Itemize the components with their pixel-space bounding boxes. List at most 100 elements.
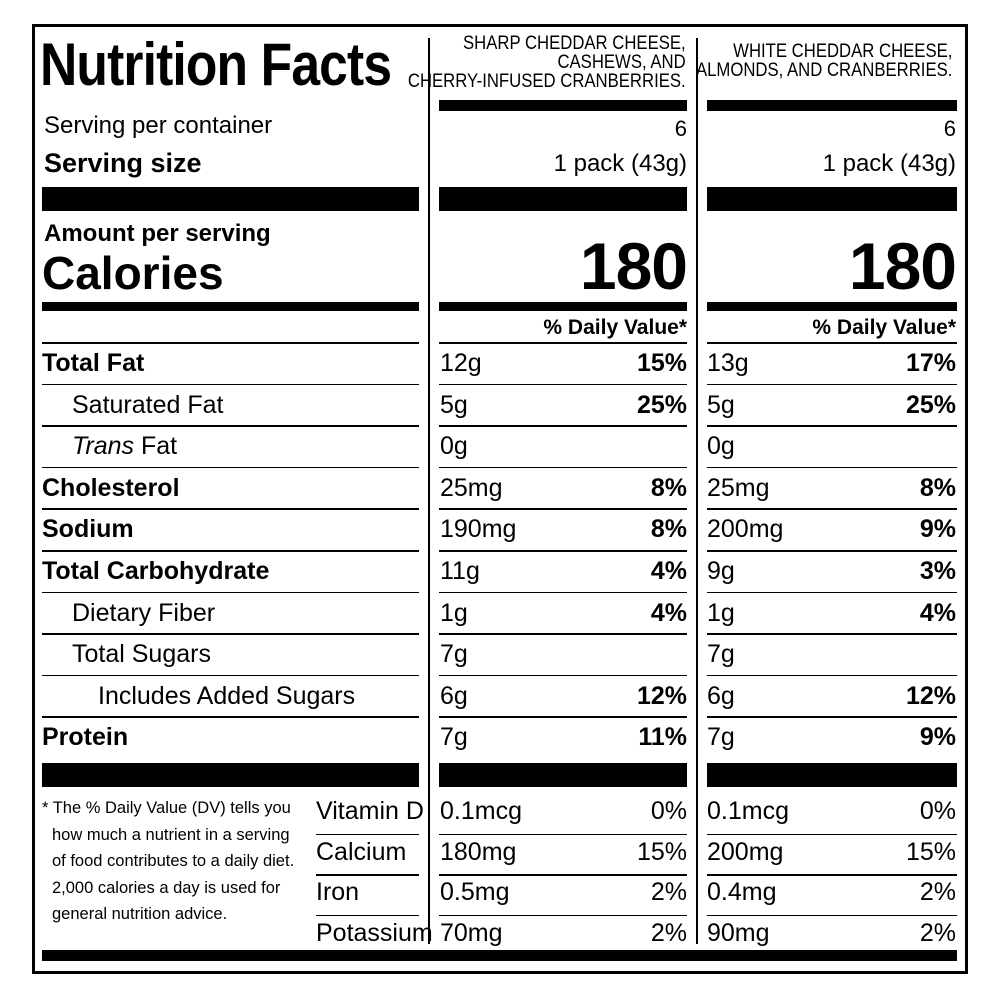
vitamin-label: Iron	[316, 878, 360, 906]
product-2-nutrient-dv: 3%	[919, 557, 956, 585]
nutrient-label: Cholesterol	[42, 473, 180, 502]
row-divider	[707, 383, 957, 386]
product-2-calories: 180	[848, 229, 957, 303]
product-2-name-bar	[707, 100, 957, 111]
product-1-nutrient-dv: 8%	[650, 473, 687, 502]
product-1-name-bar	[439, 100, 687, 111]
label-title: Nutrition Facts	[40, 31, 392, 98]
vitamin-row-divider	[439, 914, 687, 916]
row-divider	[42, 508, 419, 510]
product-1-nutrient-amount: 11g	[440, 557, 480, 585]
column-divider-1	[428, 38, 430, 944]
row-divider	[439, 633, 687, 635]
servings-per-container-label: Serving per container	[44, 112, 273, 139]
product-1-calories: 180	[579, 229, 688, 303]
product-1-nutrient-dv: 4%	[650, 598, 687, 627]
product-1-nutrient-amount: 1g	[440, 598, 468, 627]
calories-bar-product-2	[707, 302, 957, 311]
product-2-nutrient-amount: 25mg	[707, 473, 770, 502]
product-2-nutrient-dv: 9%	[919, 515, 956, 544]
product-2-vitamin-amount: 200mg	[707, 837, 784, 866]
product-1-nutrient-amount: 12g	[440, 349, 482, 377]
row-divider	[707, 550, 957, 552]
bottom-bar	[42, 950, 957, 961]
footnote-line: * The % Daily Value (DV) tells you	[42, 799, 291, 817]
nutrient-label-italic: Trans	[72, 432, 135, 461]
row-divider	[707, 633, 957, 635]
product-2-vitamin-dv: 2%	[919, 878, 956, 906]
amount-per-serving-label: Amount per serving	[44, 220, 271, 247]
product-2-nutrient-amount: 13g	[707, 349, 749, 377]
calories-label: Calories	[42, 247, 224, 299]
row-divider	[707, 716, 957, 718]
product-2-vitamin-dv: 2%	[919, 918, 956, 947]
product-2-nutrient-dv: 25%	[905, 390, 956, 419]
product-2-nutrient-dv: 9%	[919, 723, 956, 752]
product-2-serving-size: 1 pack (43g)	[822, 150, 956, 177]
product-1-vitamin-dv: 2%	[650, 918, 687, 947]
row-divider	[42, 633, 419, 635]
product-1-nutrient-amount: 7g	[440, 723, 468, 752]
nutrient-label: Total Carbohydrate	[42, 557, 270, 585]
product-1-nutrient-dv: 11%	[638, 723, 687, 752]
product-1-name-line: CASHEWS, AND	[557, 52, 686, 73]
row-divider	[42, 425, 419, 427]
nutrient-label-suffix: Fat	[134, 432, 178, 461]
product-1-vitamin-dv: 2%	[650, 878, 687, 906]
product-2-servings: 6	[943, 116, 956, 141]
product-1-vitamin-amount: 0.1mcg	[440, 797, 522, 825]
product-2-nutrient-dv: 8%	[919, 473, 956, 502]
row-divider	[707, 425, 957, 427]
row-divider	[439, 716, 687, 718]
product-1-nutrient-amount: 7g	[440, 640, 468, 669]
row-divider	[439, 674, 687, 677]
row-divider	[707, 674, 957, 677]
product-1-name-line: CHERRY-INFUSED CRANBERRIES.	[408, 71, 686, 92]
calories-bar-product-1	[439, 302, 687, 311]
row-divider	[707, 591, 957, 594]
row-divider	[439, 425, 687, 427]
calories-bar-labels	[42, 302, 419, 311]
product-2-nutrient-amount: 1g	[707, 598, 735, 627]
footnote-line: of food contributes to a daily diet.	[52, 852, 295, 870]
product-1-nutrient-dv: 25%	[636, 390, 687, 419]
product-2-nutrient-amount: 6g	[707, 681, 735, 710]
row-divider	[42, 550, 419, 552]
product-1-vitamin-dv: 15%	[636, 837, 687, 866]
row-divider	[42, 716, 419, 718]
product-2-nutrient-amount: 5g	[707, 390, 735, 419]
product-2-nutrient-amount: 9g	[707, 557, 735, 585]
vitamin-row-divider	[707, 874, 957, 876]
product-2-name-line: WHITE CHEDDAR CHEESE,	[732, 41, 952, 62]
product-2-nutrient-amount: 0g	[707, 432, 735, 461]
row-divider	[439, 383, 687, 386]
product-2-vitamin-amount: 0.4mg	[707, 878, 777, 906]
row-divider	[707, 342, 957, 344]
product-2-nutrient-dv: 4%	[919, 598, 956, 627]
vitamin-label: Vitamin D	[316, 797, 424, 825]
product-2-nutrient-dv: 12%	[905, 681, 956, 710]
product-1-nutrient-amount: 0g	[440, 432, 468, 461]
vitamin-label: Calcium	[316, 837, 407, 866]
product-1-vitamin-amount: 0.5mg	[440, 878, 510, 906]
nutrient-label: Protein	[42, 723, 129, 752]
nutrient-label: Trans Fat	[72, 432, 177, 461]
row-divider	[42, 383, 419, 386]
row-divider	[439, 550, 687, 552]
row-divider	[42, 342, 419, 344]
product-2-vitamin-dv: 0%	[919, 797, 956, 825]
product-1-name: SHARP CHEDDAR CHEESE, CASHEWS, AND CHERR…	[408, 34, 686, 91]
product-1-nutrient-amount: 6g	[440, 681, 468, 710]
product-1-serving-size: 1 pack (43g)	[553, 150, 687, 177]
vitamin-row-divider	[707, 914, 957, 916]
daily-value-footnote: * The % Daily Value (DV) tells you how m…	[42, 795, 294, 928]
row-divider	[42, 674, 419, 677]
product-2-nutrient-amount: 7g	[707, 640, 735, 669]
vitamin-label: Potassium	[316, 918, 433, 947]
vitamin-row-divider	[439, 874, 687, 876]
footnote-line: 2,000 calories a day is used for	[52, 878, 281, 897]
product-1-vitamin-amount: 180mg	[440, 837, 517, 866]
product-1-dv-header: % Daily Value*	[543, 316, 687, 339]
product-1-nutrient-amount: 25mg	[440, 473, 503, 502]
product-2-nutrient-dv: 17%	[905, 349, 956, 377]
